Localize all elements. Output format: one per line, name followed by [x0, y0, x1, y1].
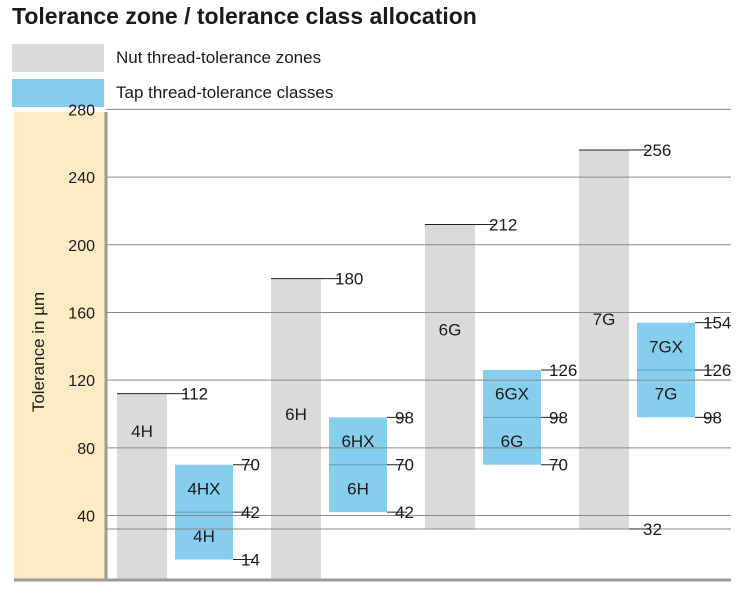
nut-zone-name: 6H [285, 405, 307, 424]
nut-zone-bar-7g [579, 150, 629, 530]
tap-value-label: 14 [241, 551, 260, 570]
nut-zone-bar-6g [425, 224, 475, 530]
legend-label-tap: Tap thread-tolerance classes [116, 83, 334, 102]
tap-class-upper-name: 4HX [187, 479, 220, 498]
tap-value-label: 70 [395, 456, 414, 475]
tap-value-label: 98 [395, 408, 414, 427]
nut-zone-bar-6h [271, 278, 321, 580]
legend-swatch-tap [12, 79, 104, 107]
nut-top-label: 212 [489, 215, 517, 234]
y-tick-label: 120 [68, 373, 95, 390]
y-tick-label: 200 [68, 238, 95, 255]
nut-zone-name: 4H [131, 422, 153, 441]
tap-class-lower-name: 6G [501, 432, 524, 451]
nut-zone-bar-4h [117, 393, 167, 580]
tap-value-label: 42 [395, 503, 414, 522]
tap-class-upper-name: 7GX [649, 337, 683, 356]
nut-top-label: 180 [335, 270, 363, 289]
nut-zone-name: 6G [439, 320, 462, 339]
y-tick-label: 280 [68, 102, 95, 119]
y-tick-label: 240 [68, 170, 95, 187]
legend-label-nut: Nut thread-tolerance zones [116, 48, 322, 67]
tap-class-lower-name: 4H [193, 527, 215, 546]
tap-class-lower-name: 6H [347, 479, 369, 498]
legend-swatch-nut [12, 44, 104, 72]
tap-value-label: 98 [703, 408, 722, 427]
tap-class-upper-name: 6HX [341, 432, 374, 451]
chart-title: Tolerance zone / tolerance class allocat… [12, 3, 477, 29]
tap-class-upper-name: 6GX [495, 385, 529, 404]
tap-value-label: 70 [549, 456, 568, 475]
y-axis-band [14, 112, 106, 580]
tap-class-lower-name: 7G [655, 385, 678, 404]
tap-value-label: 42 [241, 503, 260, 522]
tap-value-label: 98 [549, 408, 568, 427]
legend-item-tap: Tap thread-tolerance classes [12, 79, 333, 107]
tap-value-label: 154 [703, 314, 731, 333]
y-tick-label: 160 [68, 305, 95, 322]
y-tick-label: 80 [77, 441, 95, 458]
y-tick-label: 40 [77, 509, 95, 526]
tap-value-label: 70 [241, 456, 260, 475]
nut-zone-name: 7G [593, 310, 616, 329]
tap-value-label: 126 [703, 361, 731, 380]
legend-item-nut: Nut thread-tolerance zones [12, 44, 321, 72]
nut-top-label: 112 [181, 385, 208, 404]
nut-top-label: 256 [643, 141, 671, 160]
y-axis-title: Tolerance in µm [29, 292, 48, 412]
tap-value-label: 126 [549, 361, 577, 380]
nut-bottom-label: 32 [643, 520, 662, 539]
